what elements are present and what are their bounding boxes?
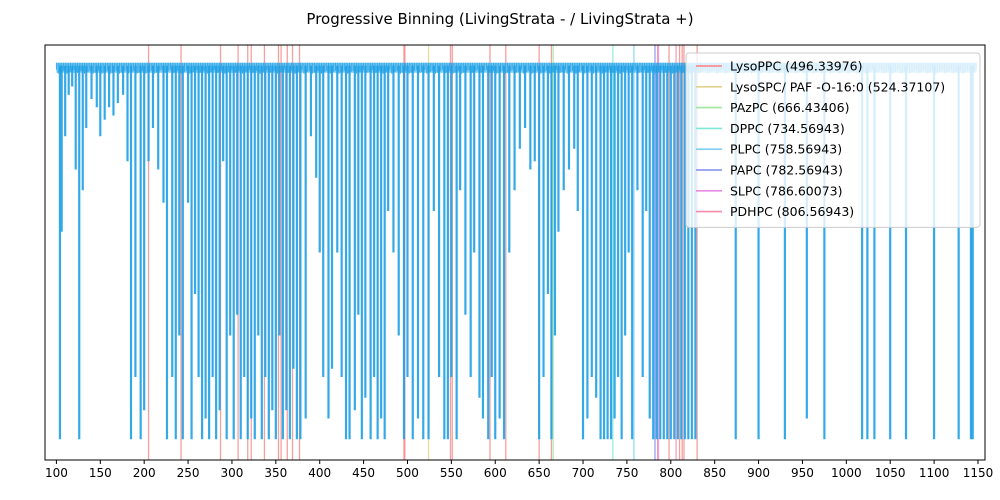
plot-area — [44, 44, 986, 461]
legend-label-5: PAPC (782.56943) — [730, 163, 843, 178]
x-tick-label-850: 850 — [703, 466, 726, 480]
x-tick-label-300: 300 — [220, 466, 243, 480]
x-tick-label-500: 500 — [396, 466, 419, 480]
legend-label-6: SLPC (786.60073) — [730, 183, 843, 198]
x-axis: 100 150 200 250 300 350 400 450 500 550 600 650 700 7… — [45, 460, 993, 480]
x-tick-label-450: 450 — [352, 466, 375, 480]
x-tick-label-750: 750 — [615, 466, 638, 480]
plot-frame — [44, 44, 986, 461]
x-tick-label-350: 350 — [264, 466, 287, 480]
x-tick-label-600: 600 — [484, 466, 507, 480]
legend-label-1: LysoSPC/ PAF -O-16:0 (524.37107) — [730, 79, 945, 94]
x-tick-label-950: 950 — [791, 466, 814, 480]
x-tick-label-1150: 1150 — [963, 466, 994, 480]
x-tick-label-1100: 1100 — [919, 466, 950, 480]
x-tick-label-400: 400 — [308, 466, 331, 480]
legend-label-3: DPPC (734.56943) — [730, 121, 845, 136]
x-tick-label-900: 900 — [747, 466, 770, 480]
x-tick-label-1000: 1000 — [831, 466, 862, 480]
x-tick-label-800: 800 — [659, 466, 682, 480]
legend: LysoPPC (496.33976) LysoSPC/ PAF -O-16:0 … — [685, 52, 981, 228]
legend-label-7: PDHPC (806.56943) — [730, 204, 854, 219]
legend-box — [685, 52, 981, 228]
x-tick-label-100: 100 — [45, 466, 68, 480]
legend-label-4: PLPC (758.56943) — [730, 142, 842, 157]
x-tick-label-150: 150 — [89, 466, 112, 480]
x-tick-label-200: 200 — [133, 466, 156, 480]
legend-label-0: LysoPPC (496.33976) — [730, 59, 863, 74]
x-tick-label-650: 650 — [528, 466, 551, 480]
legend-label-2: PAzPC (666.43406) — [730, 100, 849, 115]
x-tick-label-250: 250 — [177, 466, 200, 480]
chart-title: Progressive Binning (LivingStrata - / Li… — [306, 10, 693, 28]
x-tick-label-550: 550 — [440, 466, 463, 480]
x-tick-label-1050: 1050 — [875, 466, 906, 480]
x-tick-label-700: 700 — [572, 466, 595, 480]
